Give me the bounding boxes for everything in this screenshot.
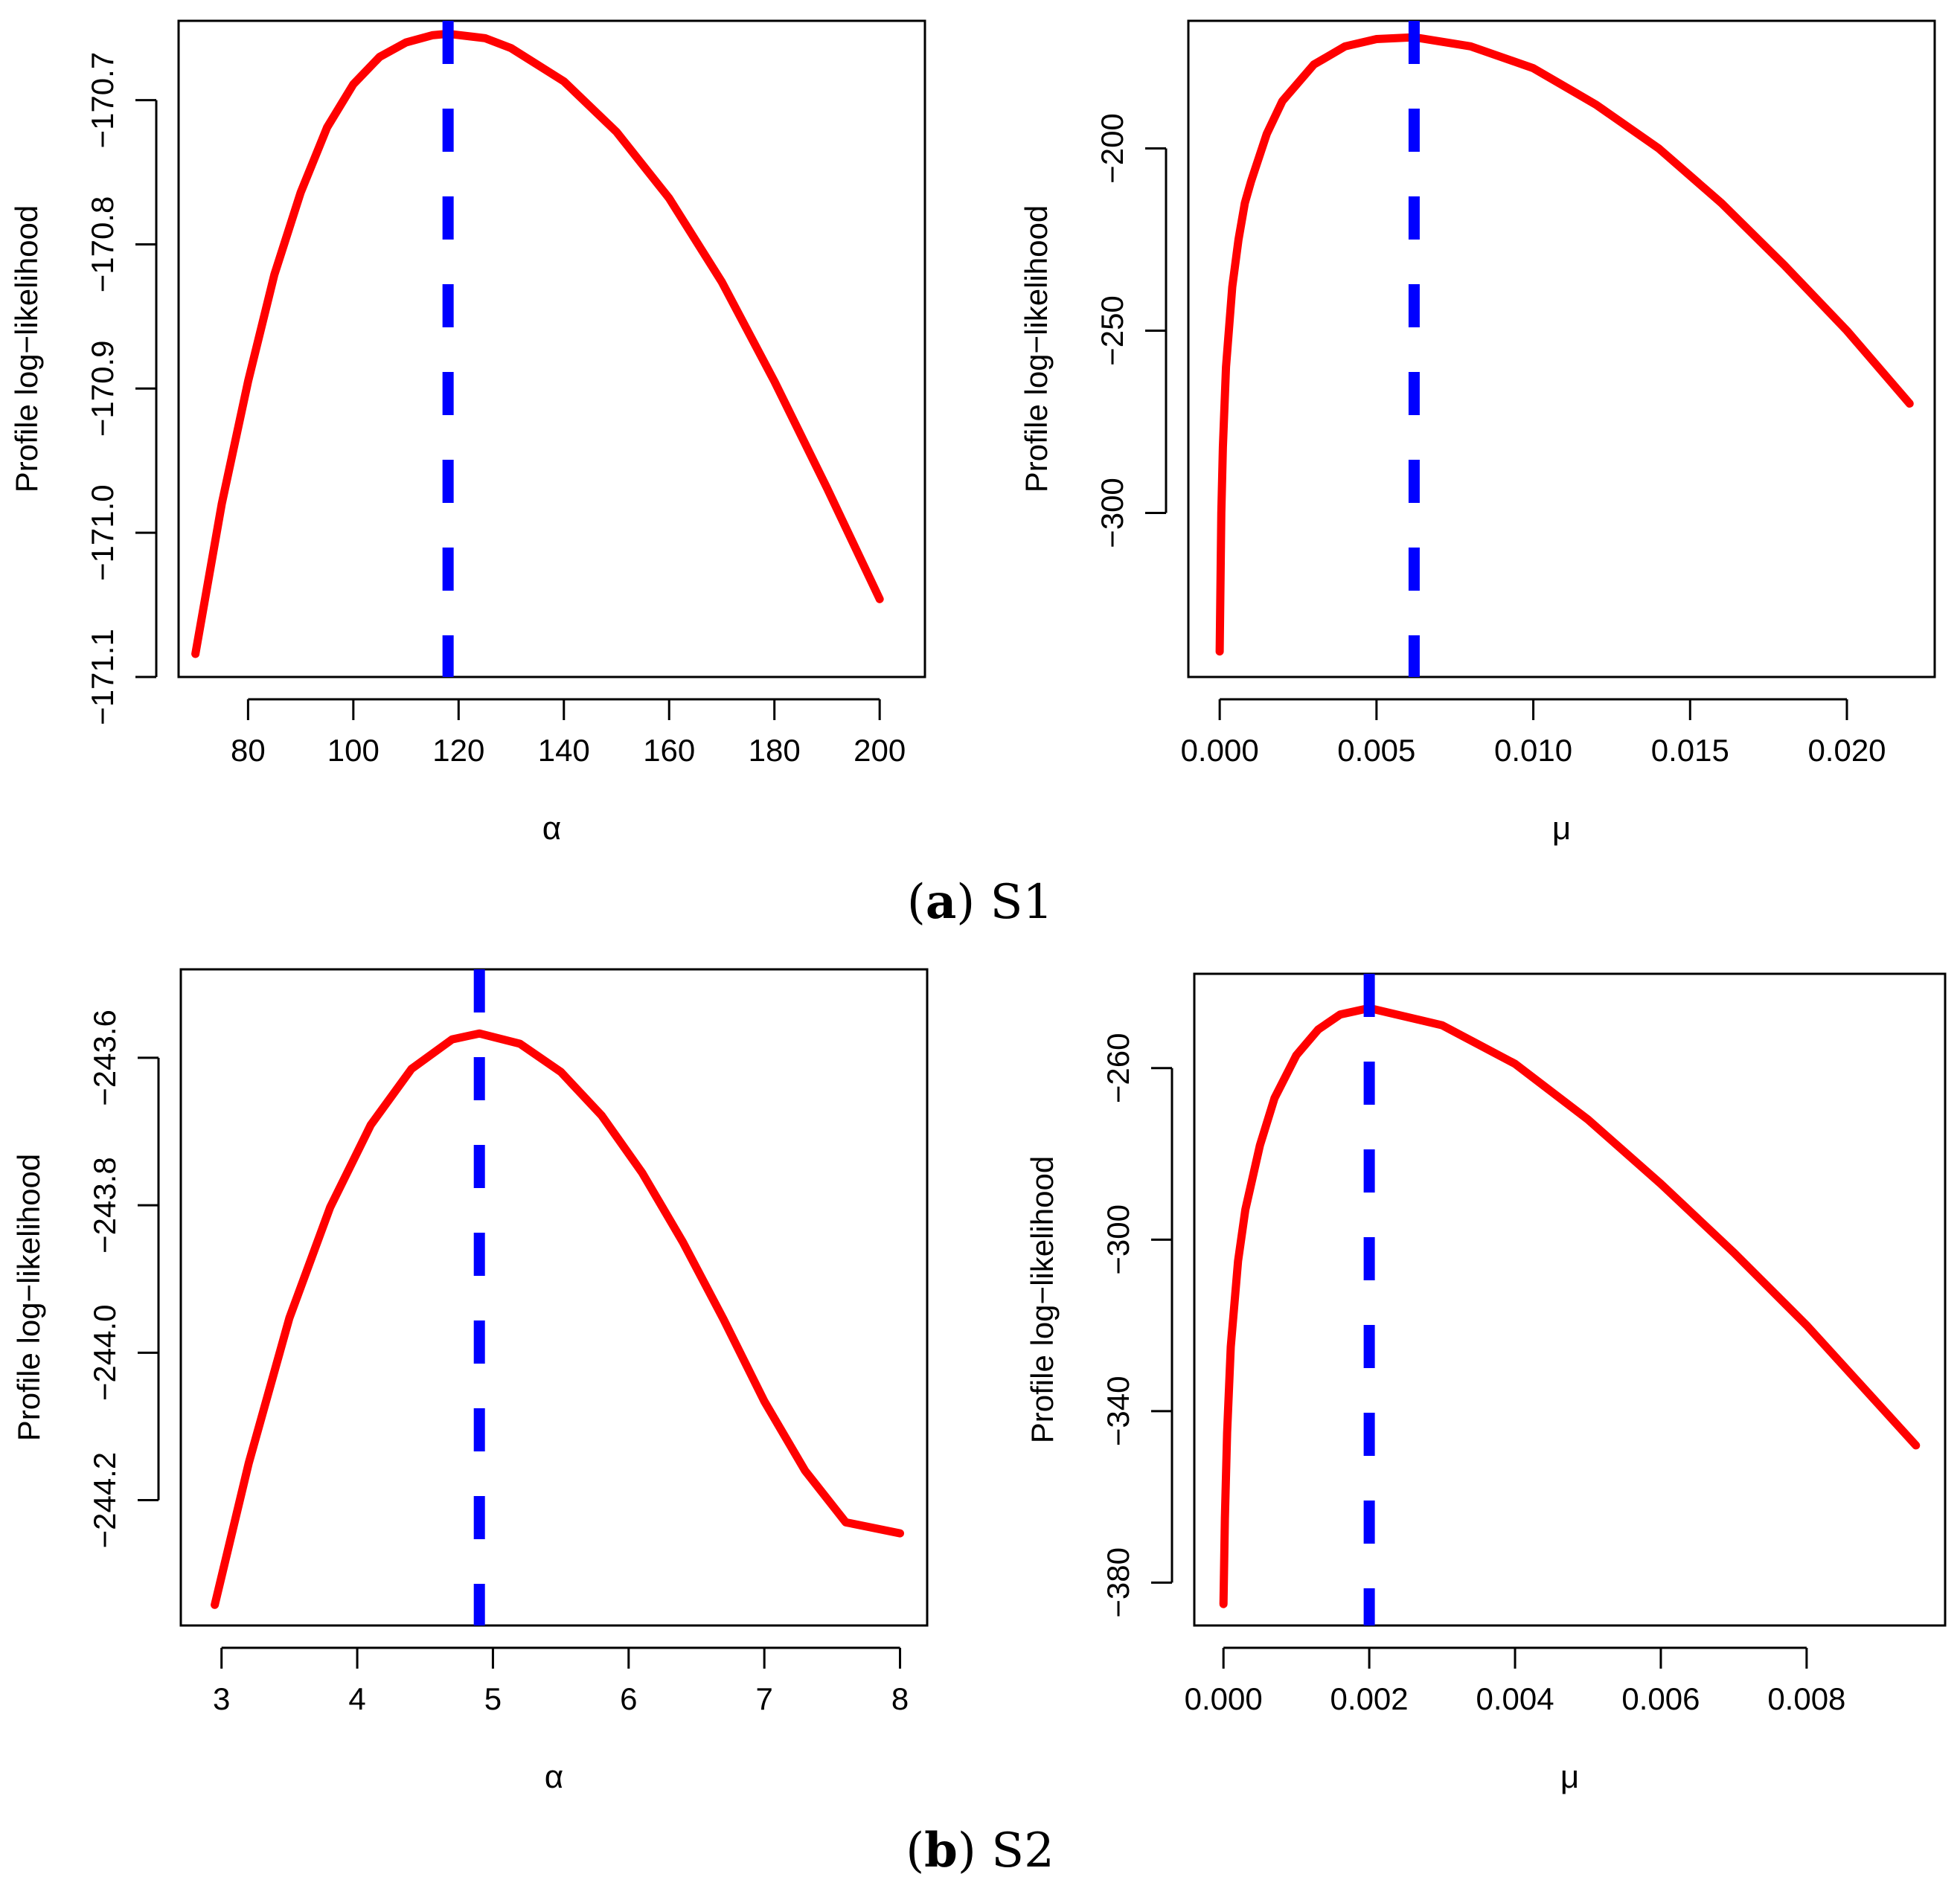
caption-a: (a) S1 bbox=[906, 874, 1054, 930]
y-tick-label: −171.1 bbox=[85, 629, 120, 725]
x-axis-title: α bbox=[542, 810, 561, 847]
y-tick-label: −200 bbox=[1095, 113, 1130, 184]
plot-frame bbox=[1193, 972, 1947, 1627]
x-tick-label: 0.004 bbox=[1476, 1681, 1554, 1716]
likelihood-curve bbox=[1219, 1004, 1921, 1608]
y-tick-label: −244.0 bbox=[87, 1305, 122, 1402]
x-tick-label: 0.020 bbox=[1807, 733, 1886, 768]
x-tick-label: 0.005 bbox=[1337, 733, 1415, 768]
x-tick-label: 140 bbox=[538, 733, 590, 768]
y-tick-label: −244.2 bbox=[87, 1452, 122, 1549]
y-tick-label: −300 bbox=[1095, 478, 1130, 548]
y-tick-label: −340 bbox=[1101, 1376, 1136, 1447]
x-tick-label: 0.010 bbox=[1494, 733, 1572, 768]
y-tick-label: −380 bbox=[1101, 1547, 1136, 1618]
x-tick-label: 3 bbox=[213, 1681, 230, 1716]
y-tick-label: −260 bbox=[1101, 1033, 1136, 1103]
y-tick-label: −170.7 bbox=[85, 52, 120, 149]
x-axis-title: μ bbox=[1552, 810, 1571, 847]
y-tick-label: −243.8 bbox=[87, 1157, 122, 1254]
x-tick-label: 120 bbox=[432, 733, 484, 768]
caption-b: (b) S2 bbox=[906, 1823, 1054, 1878]
x-axis-title: α bbox=[545, 1759, 563, 1795]
y-tick-label: −250 bbox=[1095, 295, 1130, 366]
plot-frame bbox=[177, 19, 926, 678]
x-tick-label: 5 bbox=[484, 1681, 502, 1716]
x-tick-label: 0.006 bbox=[1621, 1681, 1700, 1716]
x-tick-label: 0.000 bbox=[1185, 1681, 1263, 1716]
y-axis-title: Profile log−likelihood bbox=[1019, 205, 1054, 492]
likelihood-curve bbox=[211, 1029, 904, 1609]
y-tick-label: −243.6 bbox=[87, 1010, 122, 1106]
x-tick-label: 80 bbox=[231, 733, 266, 768]
x-tick-label: 0.000 bbox=[1181, 733, 1259, 768]
y-tick-label: −170.9 bbox=[85, 340, 120, 437]
likelihood-curve bbox=[1215, 33, 1914, 656]
x-tick-label: 6 bbox=[620, 1681, 637, 1716]
x-tick-label: 7 bbox=[755, 1681, 772, 1716]
y-axis-title: Profile log−likelihood bbox=[1025, 1156, 1060, 1443]
x-tick-label: 4 bbox=[348, 1681, 365, 1716]
plot-frame bbox=[179, 968, 929, 1627]
x-tick-label: 8 bbox=[891, 1681, 909, 1716]
x-tick-label: 160 bbox=[643, 733, 695, 768]
y-tick-label: −170.8 bbox=[85, 196, 120, 293]
y-tick-label: −171.0 bbox=[85, 484, 120, 581]
y-tick-label: −300 bbox=[1101, 1204, 1136, 1275]
y-axis-title: Profile log−likelihood bbox=[11, 1154, 46, 1441]
x-tick-label: 0.002 bbox=[1330, 1681, 1409, 1716]
y-axis-title: Profile log−likelihood bbox=[9, 205, 44, 492]
x-tick-label: 200 bbox=[854, 733, 906, 768]
x-axis-title: μ bbox=[1560, 1759, 1579, 1795]
x-tick-label: 100 bbox=[327, 733, 379, 768]
x-tick-label: 0.015 bbox=[1651, 733, 1729, 768]
plot-frame bbox=[1187, 19, 1936, 678]
x-tick-label: 0.008 bbox=[1767, 1681, 1845, 1716]
likelihood-curve bbox=[191, 29, 884, 658]
x-tick-label: 180 bbox=[749, 733, 801, 768]
